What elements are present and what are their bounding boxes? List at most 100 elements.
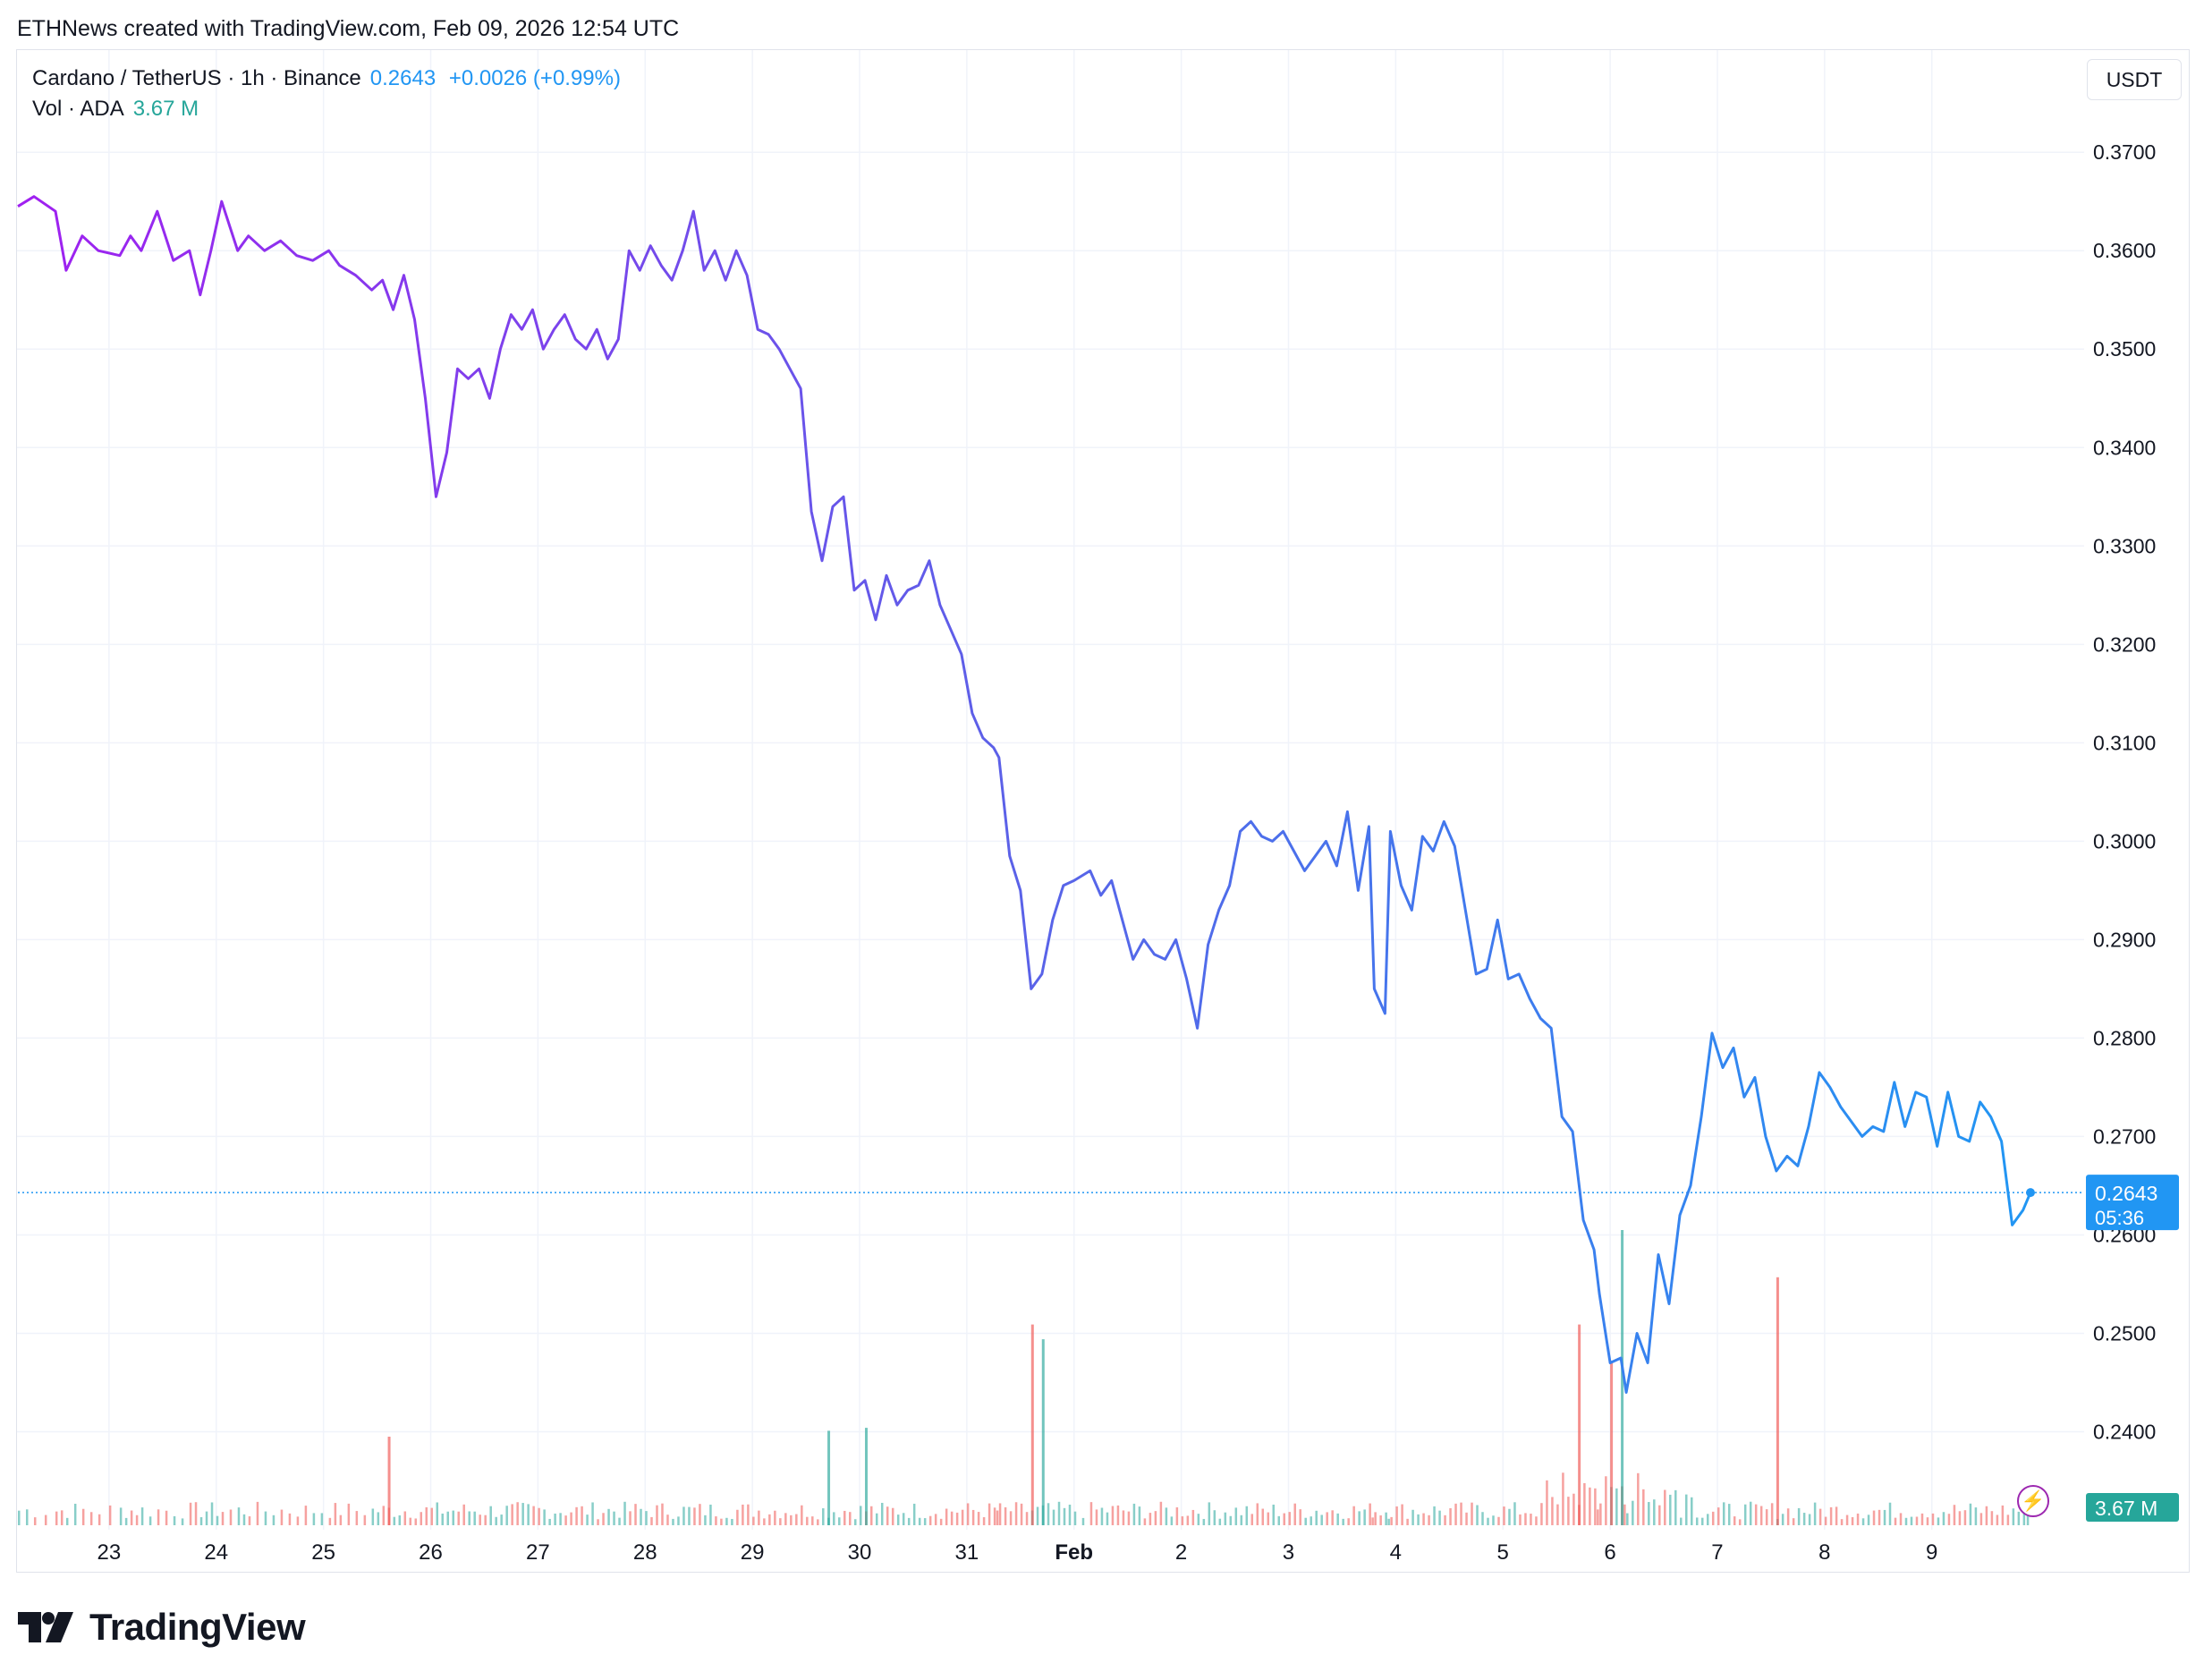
volume-bar (1674, 1489, 1677, 1525)
volume-bar (1926, 1517, 1929, 1525)
volume-bar (752, 1516, 755, 1525)
volume-bar (709, 1504, 712, 1525)
volume-bar (854, 1519, 857, 1525)
volume-bar (1342, 1518, 1344, 1525)
volume-bar (650, 1516, 653, 1525)
volume-bar (189, 1502, 192, 1525)
volume-bar (1417, 1514, 1420, 1525)
volume-bar (1664, 1489, 1666, 1525)
volume-bar (1347, 1518, 1350, 1525)
volume-bar (1717, 1507, 1720, 1525)
brand-name: TradingView (89, 1606, 306, 1648)
volume-bar (1648, 1502, 1650, 1525)
volume-bar (1428, 1515, 1430, 1525)
volume-bar (210, 1502, 214, 1525)
y-tick-label: 0.2700 (2093, 1124, 2156, 1148)
y-tick-label: 0.2800 (2093, 1026, 2156, 1049)
volume-bar (505, 1506, 508, 1525)
volume-bar (1872, 1510, 1876, 1525)
volume-bar (165, 1510, 168, 1525)
volume-bar (1089, 1502, 1093, 1525)
volume-bar (18, 1510, 21, 1525)
volume-bar (425, 1506, 428, 1525)
volume-spike (1030, 1324, 1034, 1525)
volume-bar (25, 1509, 29, 1525)
volume-bar (1272, 1504, 1276, 1525)
volume-bar (1095, 1509, 1098, 1525)
volume-bar (849, 1512, 852, 1525)
price-change: +0.0026 (+0.99%) (448, 66, 621, 90)
volume-bar (393, 1516, 396, 1525)
volume-bar (1471, 1502, 1473, 1525)
volume-bar (1597, 1509, 1599, 1525)
volume-bar (1963, 1510, 1967, 1525)
volume-bar (181, 1518, 184, 1525)
volume-bar (60, 1510, 64, 1525)
volume-bar (1958, 1511, 1962, 1525)
volume-bar (790, 1515, 793, 1525)
volume-bar (1100, 1507, 1104, 1525)
volume-bar (1567, 1497, 1570, 1525)
volume-bar (1454, 1503, 1457, 1525)
volume-bar (1969, 1503, 1972, 1525)
volume-bar (1385, 1512, 1387, 1525)
volume-bar (875, 1513, 878, 1525)
volume-bar (1583, 1482, 1586, 1525)
volume-bar (640, 1508, 642, 1525)
volume-bar (1154, 1511, 1157, 1525)
volume-bar (1637, 1472, 1640, 1525)
volume-bar (1623, 1504, 1626, 1525)
volume-bar (886, 1506, 889, 1525)
volume-bar (623, 1501, 626, 1525)
volume-bar (1840, 1519, 1844, 1525)
volume-bar (581, 1506, 583, 1525)
volume-bar (1497, 1516, 1500, 1525)
volume-bar (731, 1518, 733, 1525)
y-tick-label: 0.3500 (2093, 337, 2156, 361)
volume-bar (998, 1503, 1002, 1525)
volume-bar (1765, 1509, 1768, 1525)
lightning-icon[interactable]: ⚡ (2017, 1485, 2049, 1517)
volume-bar (355, 1511, 359, 1525)
volume-bar (409, 1517, 412, 1525)
volume-bar (248, 1516, 251, 1525)
volume-bar (1363, 1509, 1366, 1525)
volume-bar (441, 1513, 444, 1525)
volume-bar (891, 1507, 894, 1525)
x-tick-label: Feb (1055, 1540, 1093, 1565)
volume-bar (511, 1504, 513, 1525)
volume-bar (699, 1504, 701, 1525)
volume-bar (2022, 1511, 2026, 1525)
volume-bar (1706, 1514, 1709, 1525)
volume-bar (1224, 1512, 1227, 1525)
volume-bar (1615, 1488, 1618, 1525)
volume-spike (1776, 1277, 1779, 1525)
volume-bar (1990, 1511, 1994, 1525)
volume-bar (452, 1510, 454, 1525)
volume-bar (1546, 1480, 1548, 1525)
volume-bar (1170, 1516, 1174, 1525)
volume-bar (559, 1513, 562, 1525)
volume-bar (1406, 1518, 1409, 1525)
volume-bar (500, 1515, 503, 1525)
volume-bar (758, 1510, 760, 1525)
volume-bar (199, 1517, 203, 1525)
currency-button[interactable]: USDT (2087, 59, 2182, 100)
volume-bar (747, 1504, 750, 1525)
volume-bar (479, 1515, 481, 1525)
volume-bar (1390, 1516, 1393, 1525)
volume-bar (398, 1515, 402, 1525)
volume-bar (1754, 1504, 1758, 1525)
volume-bar (1589, 1487, 1591, 1525)
volume-bar (693, 1507, 696, 1525)
volume-bar (1047, 1503, 1050, 1525)
volume-bar (1642, 1489, 1645, 1525)
volume-bar (880, 1502, 884, 1525)
volume-bar (484, 1515, 487, 1525)
volume-bar (334, 1503, 337, 1525)
volume-bar (1465, 1512, 1468, 1525)
volume-bar (339, 1515, 343, 1525)
volume-bar (629, 1511, 632, 1525)
tradingview-logo-icon (18, 1612, 73, 1642)
